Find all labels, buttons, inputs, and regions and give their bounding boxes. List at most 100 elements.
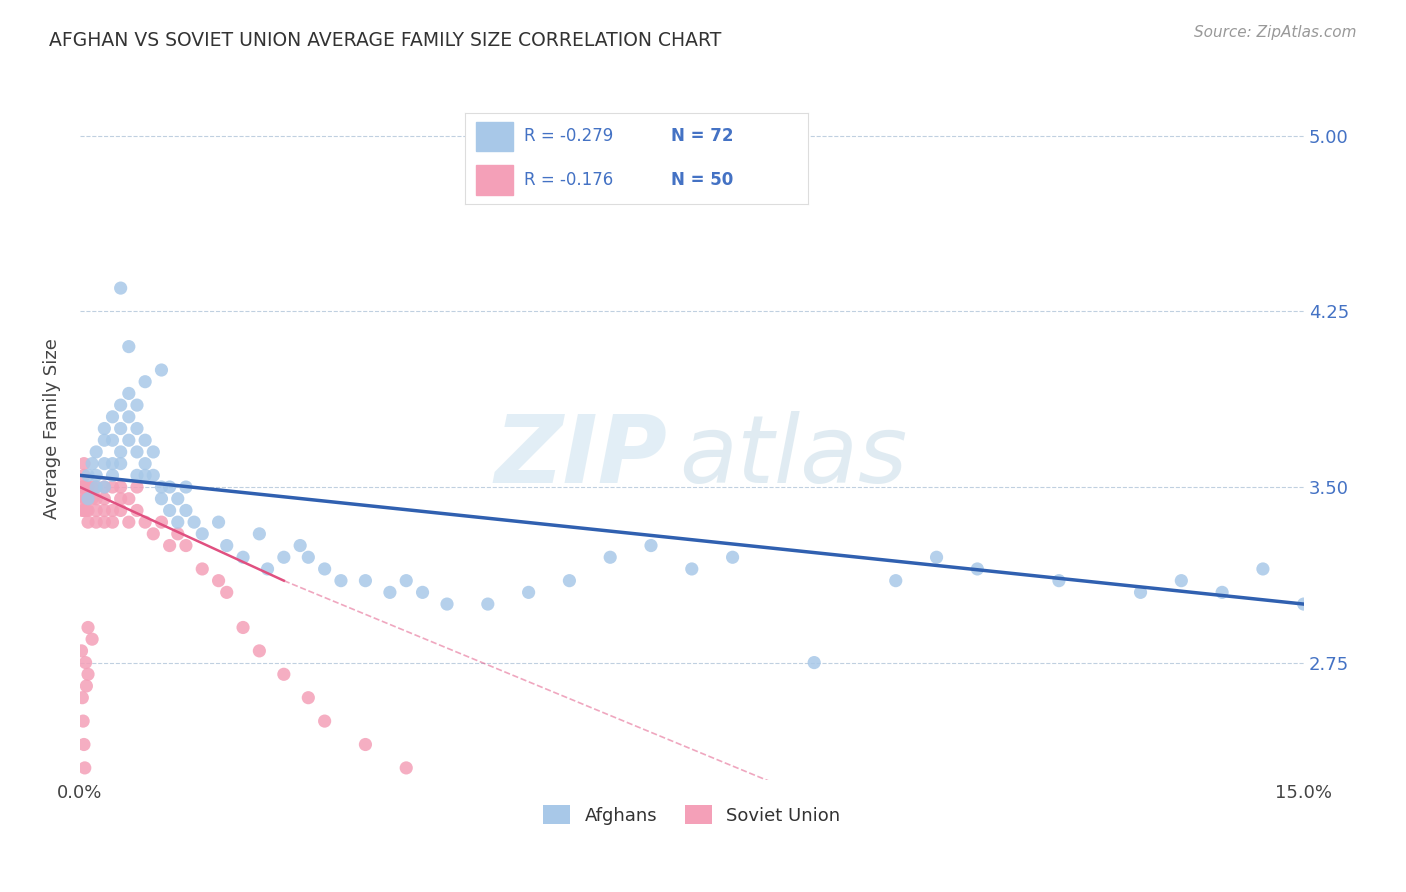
Point [134,457,156,471]
Point [314,714,336,728]
Point [721,550,744,565]
Point [77,491,100,506]
Point [125,421,148,435]
Point [93,491,115,506]
Point [803,656,825,670]
Point [150,491,173,506]
Point [159,480,181,494]
Y-axis label: Average Family Size: Average Family Size [44,338,60,519]
Point [125,468,148,483]
Point [330,574,353,588]
Point [77,620,100,634]
Text: AFGHAN VS SOVIET UNION AVERAGE FAMILY SIZE CORRELATION CHART: AFGHAN VS SOVIET UNION AVERAGE FAMILY SI… [49,31,721,50]
Point [134,468,156,483]
Text: atlas: atlas [679,411,908,502]
Point [110,480,132,494]
Point [84,480,107,494]
Point [256,562,278,576]
Point [681,562,703,576]
Point [134,375,156,389]
Point [1047,574,1070,588]
Point [215,585,238,599]
Point [273,550,295,565]
Point [110,503,132,517]
Point [925,550,948,565]
Point [378,585,401,599]
Point [101,503,124,517]
Point [93,480,115,494]
Point [77,480,100,494]
Point [125,480,148,494]
Point [77,515,100,529]
Point [82,480,104,494]
Point [150,363,173,377]
Point [70,480,93,494]
Point [84,503,107,517]
Point [72,690,94,705]
Point [75,503,97,517]
Point [215,539,238,553]
Point [73,761,96,775]
Point [166,491,188,506]
Point [174,503,197,517]
Point [82,491,104,506]
Point [232,620,254,634]
Point [110,491,132,506]
Point [558,574,581,588]
Point [118,340,141,354]
Point [77,503,100,517]
Point [101,468,124,483]
Point [412,585,434,599]
Point [110,445,132,459]
Point [84,468,107,483]
Point [73,457,96,471]
Point [84,480,107,494]
Point [110,281,132,295]
Point [142,526,165,541]
Point [159,503,181,517]
Point [84,491,107,506]
Point [110,457,132,471]
Point [1292,597,1315,611]
Point [72,714,94,728]
Point [174,539,197,553]
Point [118,515,141,529]
Point [354,574,377,588]
Point [273,667,295,681]
Point [517,585,540,599]
Point [150,515,173,529]
Point [70,644,93,658]
Point [142,468,165,483]
Point [101,515,124,529]
Text: ZIP: ZIP [495,410,668,502]
Point [297,550,319,565]
Point [72,480,94,494]
Point [166,515,188,529]
Point [314,562,336,576]
Point [288,539,311,553]
Point [232,550,254,565]
Point [75,656,97,670]
Point [101,434,124,448]
Point [84,515,107,529]
Point [82,457,104,471]
Point [93,480,115,494]
Point [247,644,270,658]
Point [297,690,319,705]
Text: Source: ZipAtlas.com: Source: ZipAtlas.com [1194,25,1357,40]
Point [118,434,141,448]
Point [395,761,418,775]
Point [118,409,141,424]
Point [77,468,100,483]
Point [1129,585,1152,599]
Point [82,632,104,647]
Point [118,386,141,401]
Point [77,491,100,506]
Point [125,445,148,459]
Point [134,434,156,448]
Point [183,515,205,529]
Point [150,480,173,494]
Point [110,421,132,435]
Point [599,550,621,565]
Point [93,503,115,517]
